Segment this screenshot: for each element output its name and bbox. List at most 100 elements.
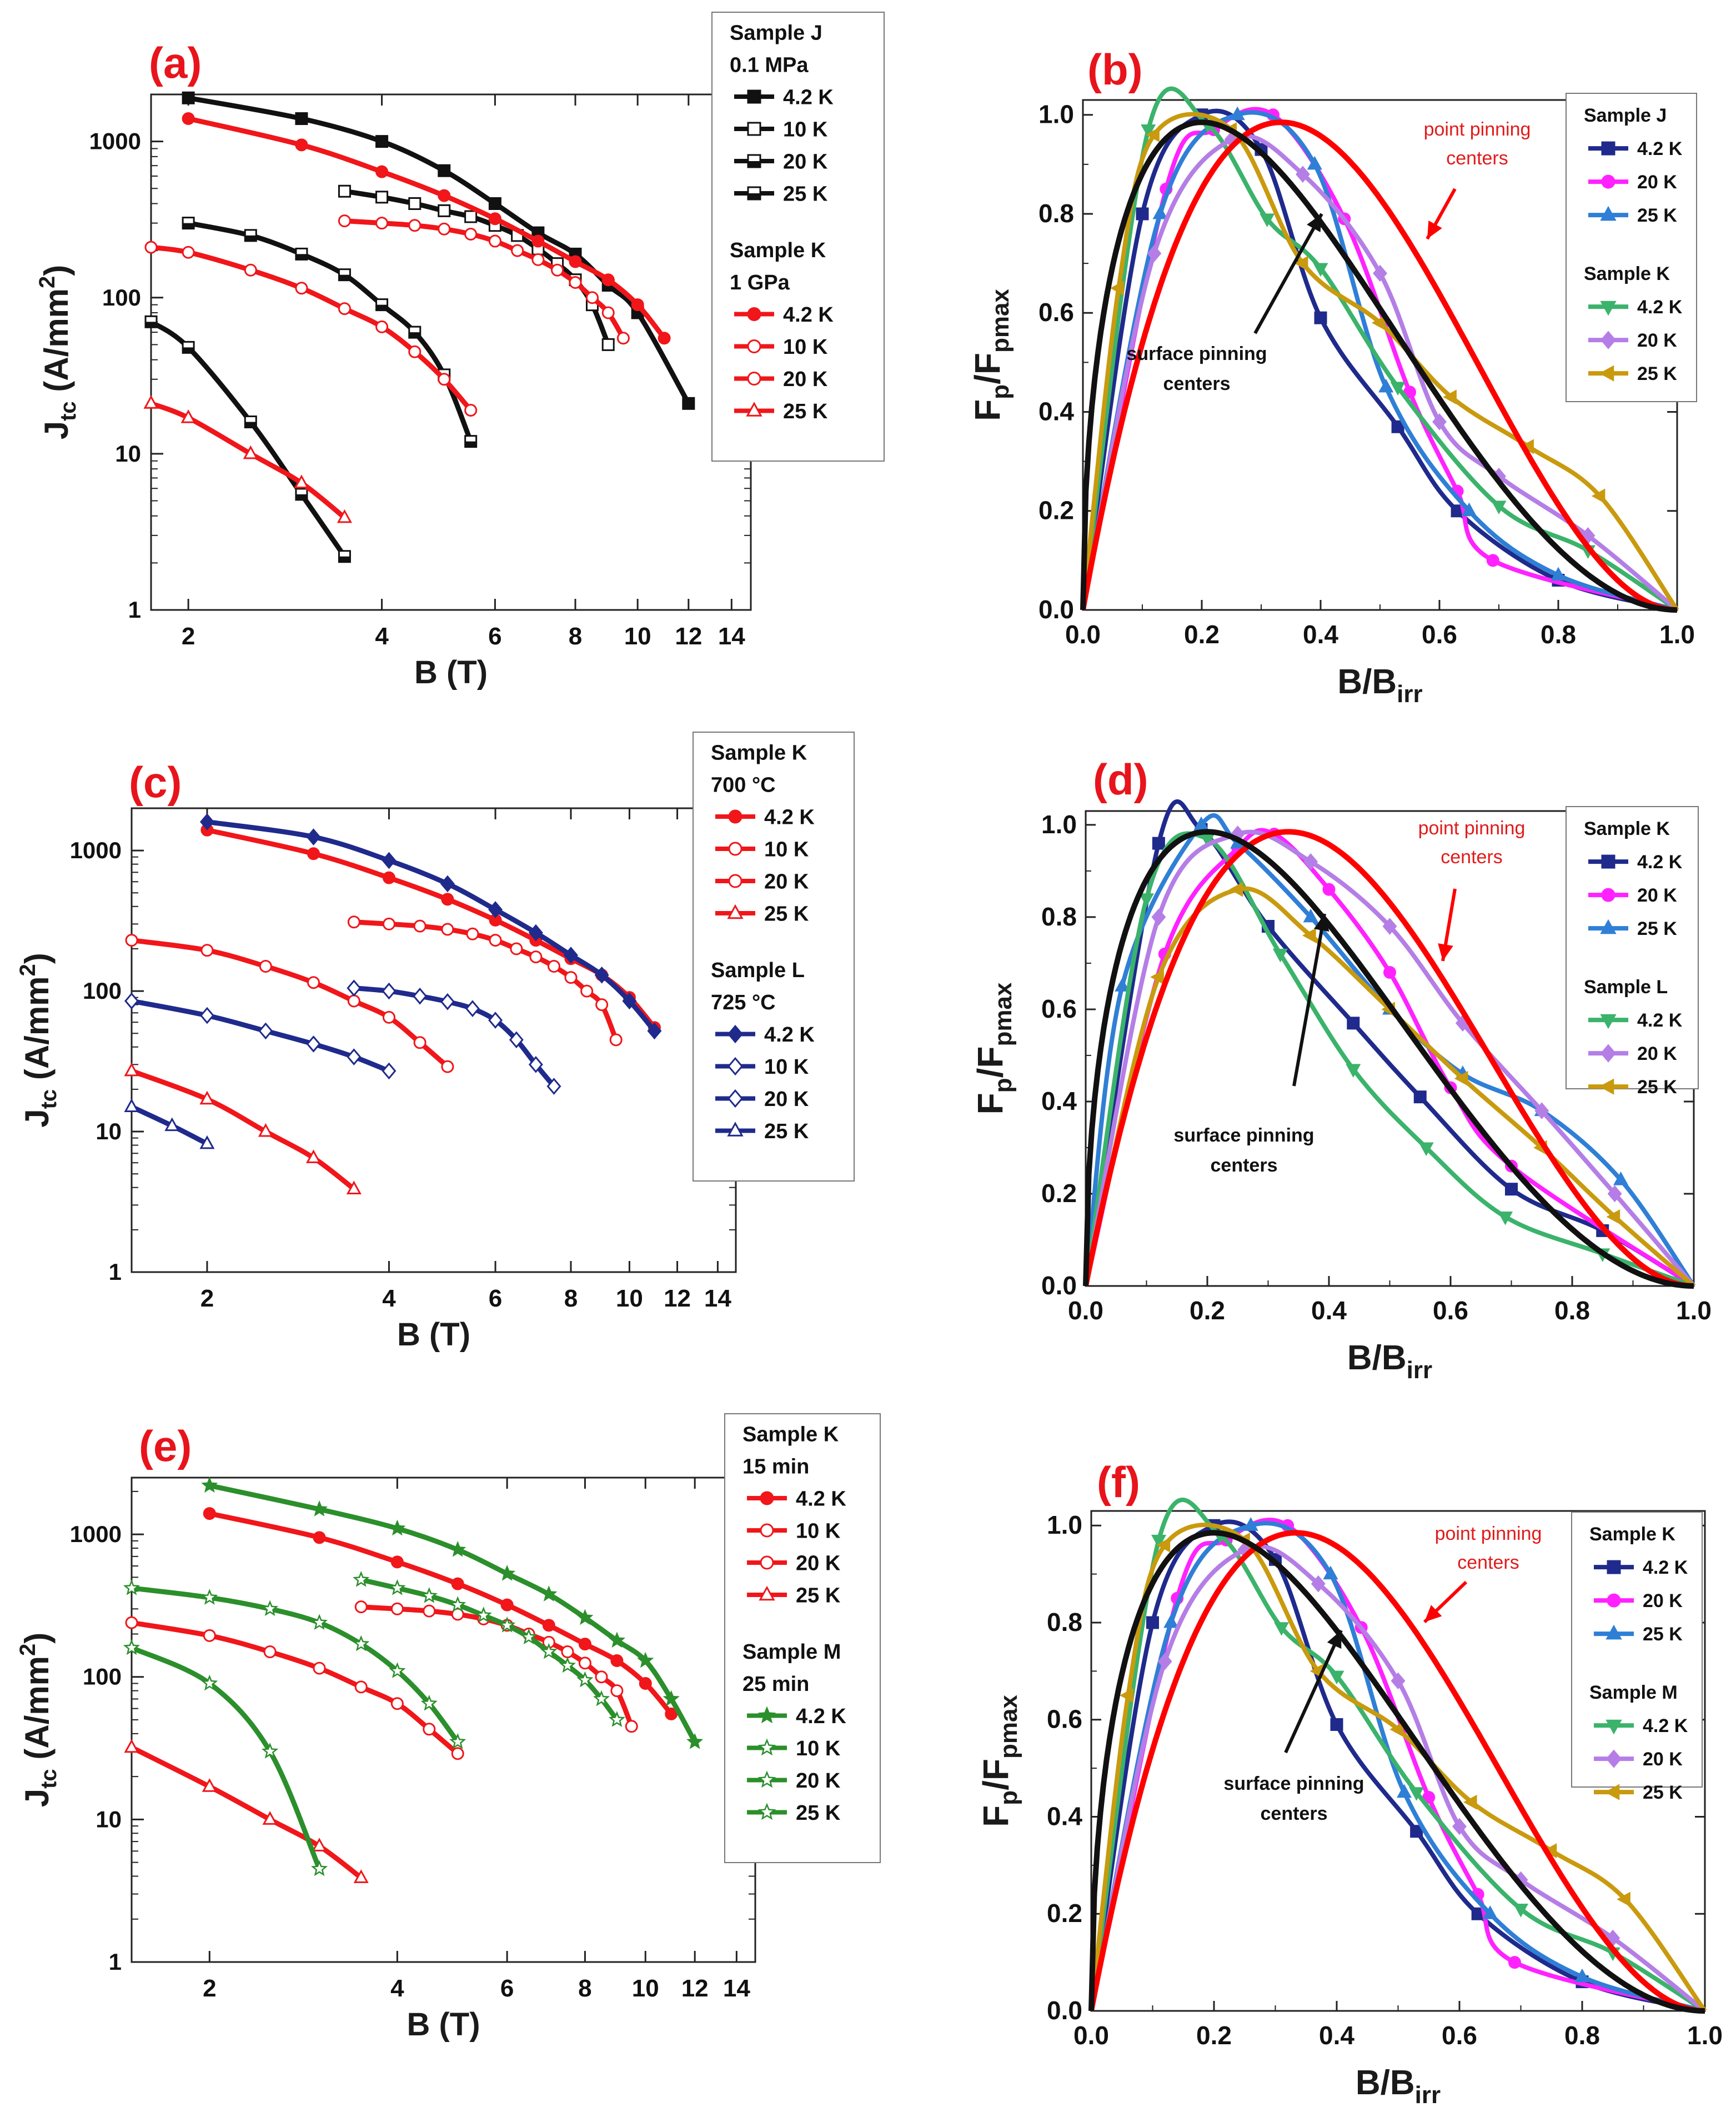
legend-marker: [1600, 206, 1617, 221]
data-point: [1498, 1211, 1513, 1225]
data-point: [1330, 1718, 1343, 1731]
data-point: [354, 1680, 368, 1694]
data-point: [451, 1577, 464, 1590]
y-tick-label: 0.8: [1041, 902, 1077, 931]
series-line: [129, 1068, 357, 1192]
x-tick-label: 0.4: [1311, 1296, 1347, 1325]
point-pinning-arrowhead: [1427, 220, 1442, 239]
data-point: [686, 1733, 704, 1749]
data-point: [144, 241, 158, 254]
data-point: [1307, 156, 1322, 170]
data-point: [408, 197, 422, 210]
data-point: [489, 934, 502, 947]
series-sample-k-20-k: [144, 241, 478, 417]
legend-entry-label: 4.2 K: [783, 86, 834, 109]
legend-entry-label: 4.2 K: [1637, 1010, 1683, 1031]
data-point: [1329, 1670, 1344, 1685]
legend-entry-label: 20 K: [764, 870, 809, 893]
data-point: [413, 1036, 427, 1049]
data-point: [542, 1619, 555, 1632]
data-point: [124, 1062, 139, 1077]
data-point: [390, 1697, 404, 1710]
series-sample-k-10-k: [347, 915, 623, 1047]
x-tick-label: 0.8: [1564, 2021, 1600, 2050]
point-pinning-arrowhead: [1438, 943, 1453, 961]
legend-header: Sample K: [742, 1423, 839, 1446]
data-point: [1410, 1825, 1423, 1838]
y-tick-label: 10: [96, 1118, 122, 1144]
data-point: [1314, 311, 1327, 324]
series-sample-k-20-k: [125, 1616, 464, 1760]
legend-entry-label: 25 K: [1637, 1077, 1677, 1098]
data-point: [438, 164, 451, 177]
data-point: [464, 404, 478, 417]
y-tick-label: 0.4: [1047, 1801, 1082, 1830]
data-point: [1193, 816, 1209, 830]
legend-entry-label: 4.2 K: [764, 1023, 815, 1047]
x-tick-label: 8: [564, 1285, 578, 1312]
data-point: [580, 984, 594, 998]
x-tick-label: 2: [200, 1285, 214, 1312]
data-point: [423, 1723, 436, 1736]
legend-header: Sample M: [742, 1640, 841, 1664]
data-point: [203, 1507, 216, 1520]
data-point: [180, 409, 196, 423]
legend-entry-label: 4.2 K: [1637, 297, 1683, 318]
x-tick-label: 6: [500, 1975, 514, 2002]
legend-marker: [727, 1024, 744, 1044]
data-point: [353, 1571, 370, 1587]
legend-marker: [1607, 1560, 1621, 1574]
data-point: [1383, 966, 1396, 979]
data-point: [1463, 1794, 1477, 1810]
data-point: [466, 927, 479, 940]
data-point: [201, 1674, 218, 1691]
data-point: [123, 1579, 141, 1595]
legend: Sample K 4.2 K 20 K 25 K Sample M 4.2 K 20 K 25…: [1571, 1512, 1703, 1803]
series-line: [207, 1483, 698, 1745]
x-tick-label: 0.2: [1184, 620, 1220, 649]
legend-header: Sample J: [1584, 105, 1667, 126]
data-point: [408, 345, 422, 358]
data-point: [658, 332, 671, 345]
series-line: [1083, 831, 1695, 1288]
x-tick-label: 4: [390, 1975, 404, 2002]
legend-header: 25 min: [742, 1673, 809, 1696]
series-line: [1089, 1521, 1706, 2013]
series-sample-k-25-k: [143, 395, 352, 523]
data-point: [389, 1519, 406, 1536]
data-point: [1303, 853, 1318, 870]
y-tick-label: 100: [102, 284, 141, 311]
y-axis-title: Jtc (A/mm2): [16, 1633, 61, 1808]
series-sample-m-20-k: [123, 1579, 466, 1749]
data-point: [551, 263, 564, 277]
data-point: [546, 1078, 561, 1095]
y-tick-label: 1.0: [1041, 810, 1077, 839]
x-tick-label: 4: [375, 623, 389, 650]
series-line: [1083, 829, 1696, 1288]
series-sample-m-4-2-k: [201, 1477, 704, 1749]
series-sample-m-10-k: [353, 1571, 626, 1727]
chart-panel-b: 0.00.0 0.2 0.2 0.4 0.4 0.6 0.6 0.8 0.8 1.0 1.0 poin…: [967, 45, 1697, 708]
data-point: [561, 1645, 574, 1659]
data-point: [347, 1048, 362, 1065]
data-point: [199, 813, 214, 830]
data-point: [1347, 1017, 1360, 1030]
y-tick-label: 0.6: [1038, 298, 1074, 327]
data-point: [511, 244, 524, 257]
legend-box: [711, 12, 885, 462]
legend-marker: [727, 1089, 744, 1108]
model-curve-surface-pinning: [1088, 1530, 1705, 2014]
legend-header: 15 min: [742, 1455, 809, 1478]
data-point: [311, 1860, 328, 1876]
data-point: [311, 1614, 328, 1630]
legend-header: Sample K: [1584, 263, 1670, 284]
legend-header: Sample K: [730, 239, 826, 262]
data-point: [441, 1060, 454, 1073]
data-point: [1422, 1791, 1436, 1804]
legend-marker: [747, 89, 761, 104]
point-pinning-label: point pinning centers: [1418, 818, 1526, 868]
y-axis-title: Fp/Fpmax: [976, 1695, 1022, 1827]
data-point: [1418, 1142, 1434, 1157]
x-axis-title: B/Birr: [1337, 663, 1422, 708]
data-point: [258, 1123, 273, 1137]
